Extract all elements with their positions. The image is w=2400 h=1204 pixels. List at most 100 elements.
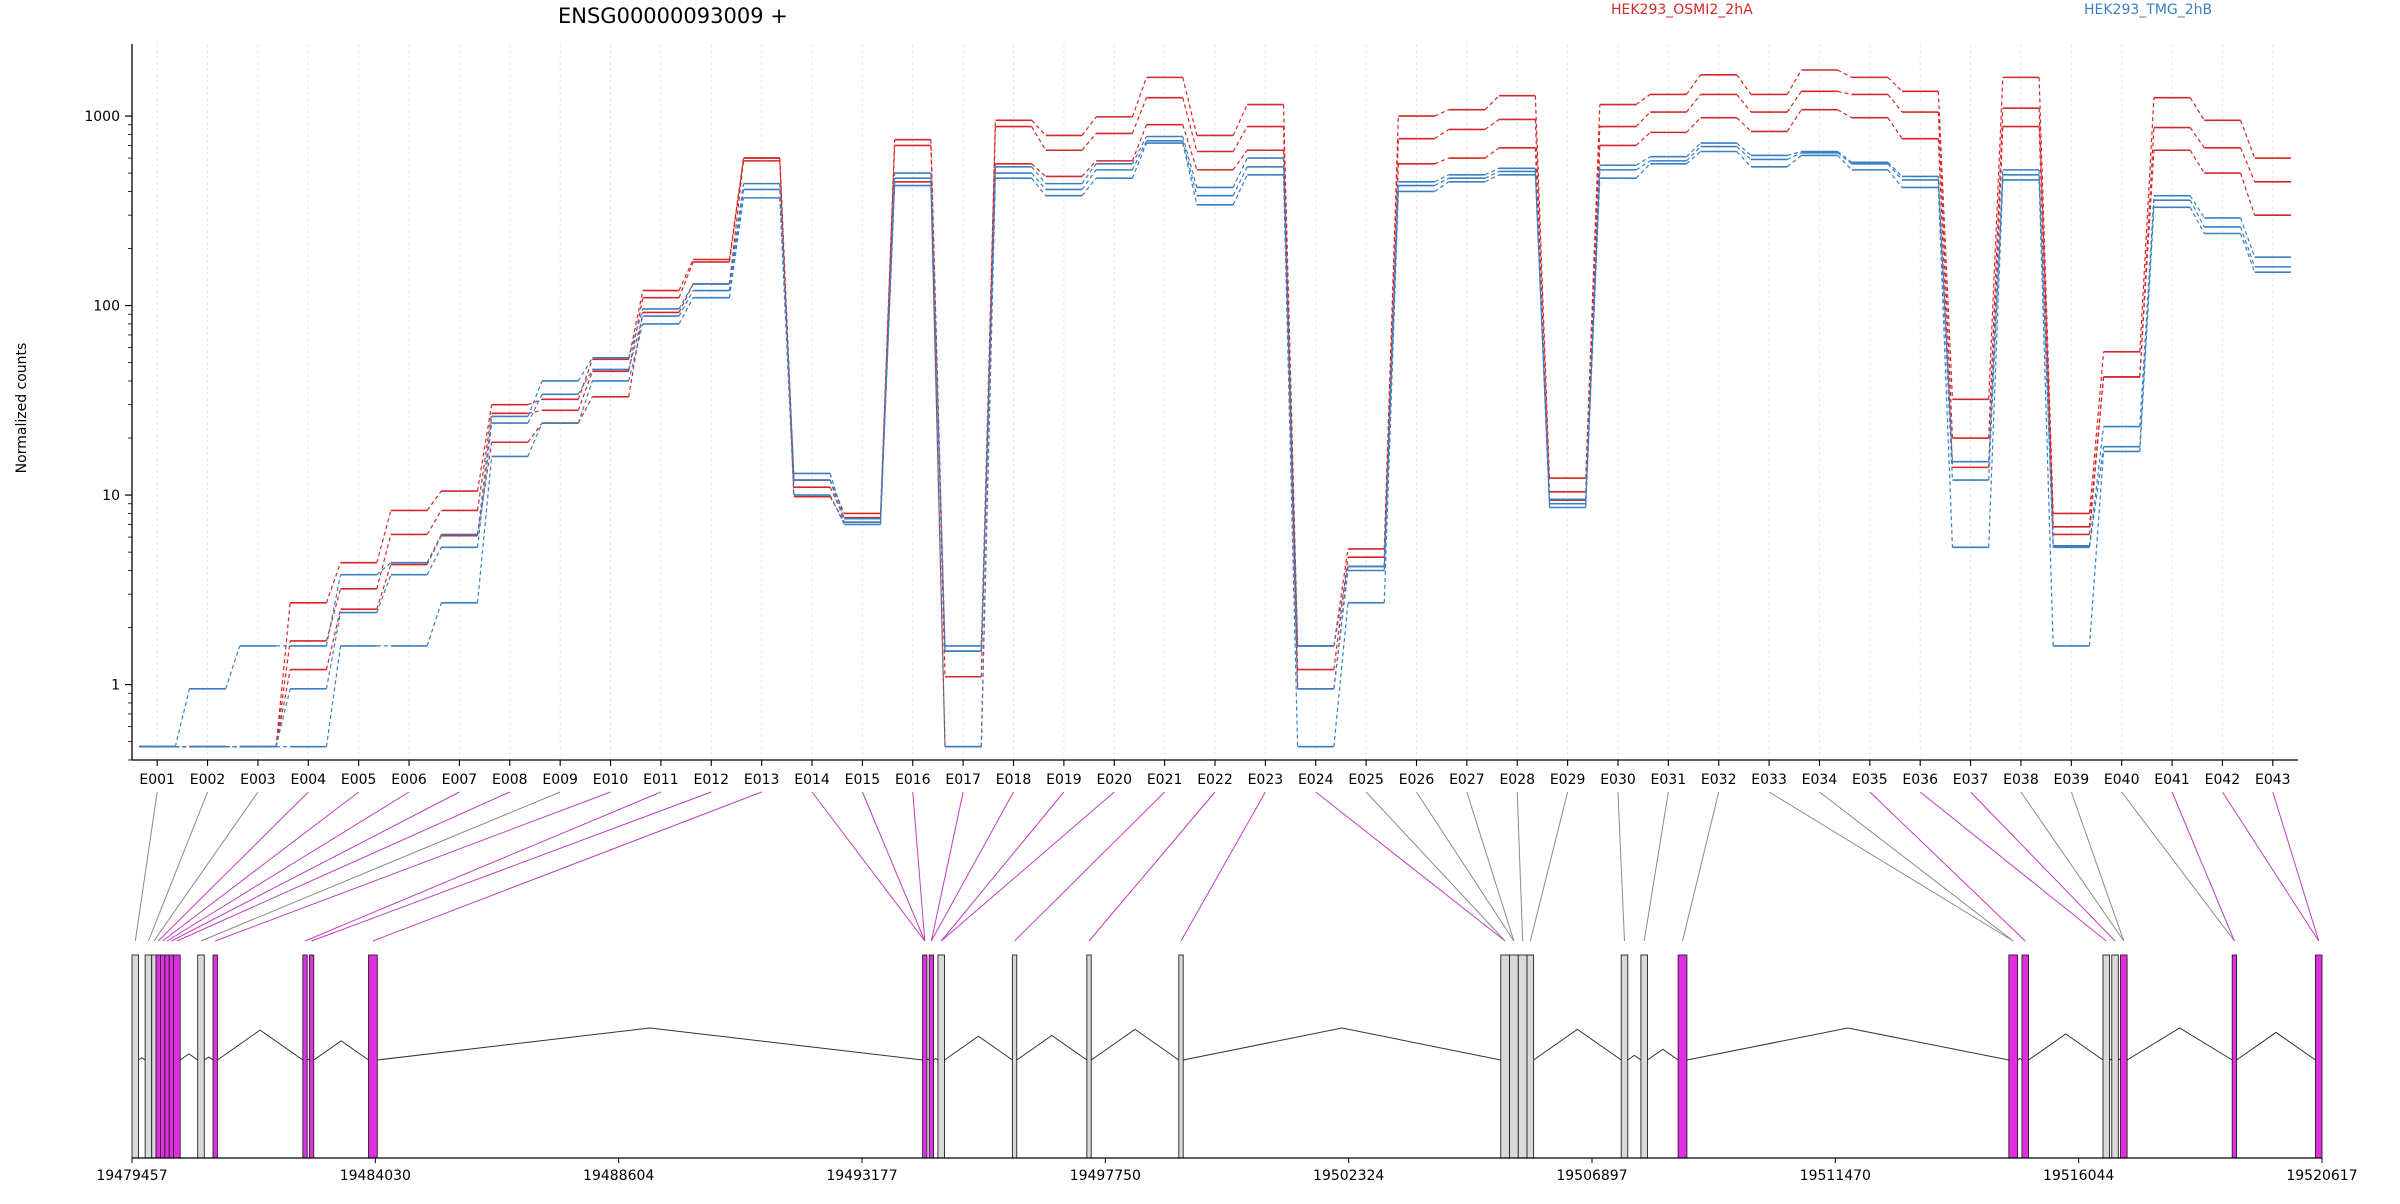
- series-connector: [728, 158, 745, 262]
- exon-connector: [372, 791, 762, 942]
- series-connector: [1786, 109, 1802, 132]
- series-connector: [1081, 177, 1097, 197]
- exon-box: [937, 954, 945, 1159]
- x-tick-label: E010: [593, 772, 629, 788]
- x-tick-label: E023: [1248, 772, 1284, 788]
- series-connector: [779, 160, 795, 497]
- series-connector: [577, 380, 593, 424]
- series-connector: [2139, 150, 2155, 378]
- exon-connector: [1682, 791, 1720, 942]
- series-connector: [1232, 157, 1248, 188]
- series-connector: [275, 669, 291, 747]
- series-connector: [527, 394, 543, 424]
- series-connector: [577, 357, 593, 382]
- exon-box-tested: [155, 954, 161, 1159]
- series-connector: [2088, 426, 2105, 546]
- series-connector: [829, 479, 845, 523]
- genomic-tick-label: 19479457: [96, 1168, 167, 1184]
- series-connector: [476, 413, 493, 511]
- exon-connector: [1768, 791, 2014, 942]
- x-tick-label: E033: [1751, 772, 1787, 788]
- exon-box: [131, 954, 140, 1159]
- exon-connector: [134, 791, 158, 942]
- series-connector: [1081, 160, 1097, 177]
- series-connector: [1686, 142, 1702, 158]
- series-connector: [527, 409, 543, 414]
- series-connector: [1786, 152, 1802, 161]
- exon-box: [197, 954, 205, 1159]
- x-tick-label: E003: [240, 772, 276, 788]
- series-connector: [1988, 179, 2004, 548]
- series-connector: [325, 562, 342, 604]
- series-connector: [1182, 97, 1198, 152]
- exon-connector: [811, 791, 926, 942]
- series-connector: [476, 404, 493, 492]
- x-tick-label: E035: [1852, 772, 1888, 788]
- axes: 1 10 100 1000 E001 E002 E003 E004 E005 E006 E007 E0…: [84, 44, 2298, 788]
- series-connector: [426, 535, 442, 565]
- exon-connector: [171, 791, 460, 942]
- series-connector: [325, 588, 342, 642]
- x-tick-label: E041: [2154, 772, 2190, 788]
- series-connector: [2038, 77, 2054, 514]
- series-connector: [1988, 77, 2004, 400]
- intron-line: [313, 1040, 369, 1061]
- intron-line: [1016, 1034, 1088, 1061]
- x-tick-label: E013: [744, 772, 780, 788]
- exon-connector: [1869, 791, 2026, 942]
- series-connector: [2038, 174, 2054, 548]
- legend-entry-osmi2: HEK293_OSMI2_2hA: [1611, 2, 1753, 18]
- exon-connector: [2171, 791, 2235, 942]
- series-connector: [426, 534, 442, 563]
- legend-entry-tmg: HEK293_TMG_2hB: [2084, 2, 2212, 18]
- series-connector: [1686, 146, 1702, 162]
- series-connector: [2240, 226, 2256, 268]
- series-connector: [1534, 174, 1551, 508]
- series-connector: [527, 398, 543, 406]
- series-connector: [476, 456, 493, 603]
- exon-connector: [1088, 791, 1216, 942]
- exon-connector: [147, 791, 209, 942]
- gene-model: 19479457 19484030 19488604 19493177 19497750…: [96, 954, 2358, 1184]
- exon-connector: [176, 791, 510, 942]
- series-connector: [1736, 142, 1752, 156]
- exon-box-tested: [302, 954, 308, 1159]
- series-connector: [1333, 570, 1349, 689]
- series-connector: [1736, 74, 1752, 95]
- series-connector: [628, 323, 644, 382]
- series-connector: [1837, 151, 1853, 163]
- series-connector: [1282, 104, 1299, 646]
- series-connector: [980, 120, 996, 652]
- exon-connector: [1466, 791, 1515, 942]
- series-connector: [1081, 116, 1097, 136]
- x-tick-label: E034: [1802, 772, 1838, 788]
- x-tick-label: E019: [1046, 772, 1082, 788]
- series-connector: [2088, 451, 2105, 646]
- series-connector: [1837, 90, 1852, 96]
- series-6: [139, 142, 2291, 748]
- series-connector: [2088, 351, 2105, 514]
- exon-connector: [153, 791, 259, 942]
- series-connector: [728, 197, 745, 298]
- series-connector: [1232, 104, 1248, 136]
- genomic-tick-label: 19506897: [1556, 1168, 1627, 1184]
- series-connector: [1131, 142, 1148, 179]
- series-connector: [275, 688, 291, 747]
- series-connector: [829, 473, 845, 519]
- x-tick-label: E039: [2054, 772, 2090, 788]
- intron-line: [2126, 1027, 2233, 1061]
- intron-line: [377, 1027, 923, 1061]
- series-connector: [1887, 169, 1903, 188]
- series-connector: [1182, 140, 1198, 196]
- series-connector: [1484, 147, 1500, 159]
- series-connector: [1736, 146, 1752, 160]
- x-tick-label: E017: [945, 772, 981, 788]
- series-connector: [325, 609, 342, 670]
- series-connector: [2240, 172, 2256, 216]
- chart-title: ENSG00000093009 +: [558, 4, 788, 28]
- intron-line: [203, 1056, 214, 1061]
- exon-box-tested: [2231, 954, 2238, 1159]
- series-connector: [1484, 174, 1500, 183]
- series-connector: [376, 564, 392, 610]
- exon-connector: [940, 791, 1065, 942]
